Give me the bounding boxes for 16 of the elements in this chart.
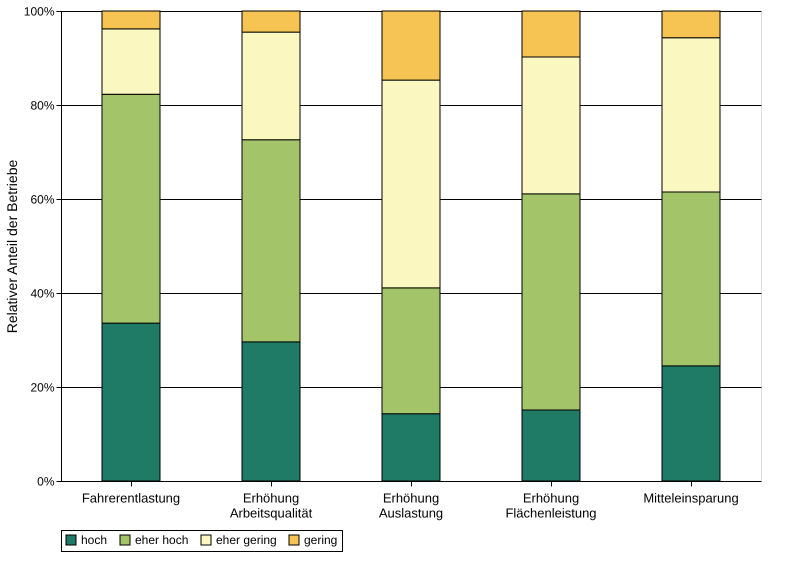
- x-tick-label: Erhöhung Auslastung: [378, 490, 444, 520]
- y-tick-label: 60%: [30, 192, 55, 206]
- x-tick-label: Erhöhung Arbeitsqualität: [230, 490, 313, 520]
- y-tick-label: 80%: [30, 98, 55, 112]
- legend-label: eher gering: [216, 533, 277, 547]
- y-tick-label: 0%: [37, 474, 55, 488]
- y-axis-title: Relativer Anteil der Betriebe: [4, 160, 20, 334]
- x-tick-label: Erhöhung Flächenleistung: [505, 490, 597, 520]
- legend-label: gering: [304, 533, 338, 547]
- x-tick-label: Mitteleinsparung: [643, 490, 739, 506]
- y-tick-label: 100%: [24, 4, 55, 18]
- y-tick-label: 20%: [30, 380, 55, 394]
- x-tick-label: Fahrerentlastung: [82, 490, 180, 506]
- legend-label: hoch: [81, 533, 108, 547]
- legend-label: eher hoch: [135, 533, 188, 547]
- y-tick-label: 40%: [30, 286, 55, 300]
